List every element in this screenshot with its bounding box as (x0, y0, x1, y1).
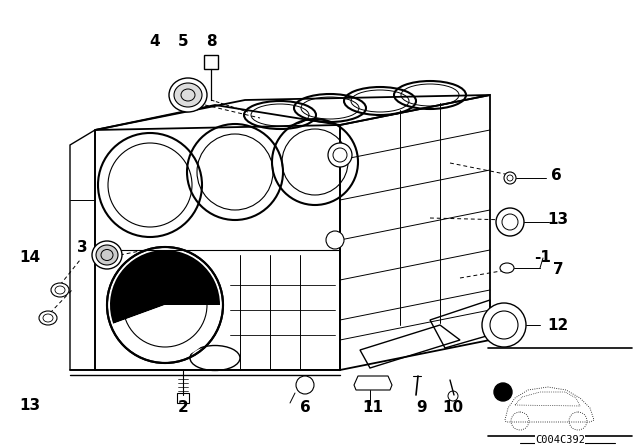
Wedge shape (110, 250, 220, 324)
Ellipse shape (500, 263, 514, 273)
Bar (204, 55, 218, 69)
Bar (177, 393, 189, 403)
Text: 2: 2 (178, 401, 188, 415)
Text: 3: 3 (77, 241, 87, 255)
Circle shape (448, 391, 458, 401)
Circle shape (504, 172, 516, 184)
Text: 5: 5 (178, 34, 188, 49)
Text: 6: 6 (300, 401, 310, 415)
Text: 8: 8 (205, 34, 216, 49)
Circle shape (494, 383, 512, 401)
Text: 14: 14 (19, 250, 40, 266)
Text: 12: 12 (547, 318, 568, 332)
Circle shape (482, 303, 526, 347)
Text: 7: 7 (553, 263, 563, 277)
Text: 10: 10 (442, 401, 463, 415)
Ellipse shape (39, 311, 57, 325)
Text: 13: 13 (547, 212, 568, 228)
Ellipse shape (96, 245, 118, 265)
Text: 4: 4 (150, 34, 160, 49)
Circle shape (296, 376, 314, 394)
Ellipse shape (51, 283, 69, 297)
Ellipse shape (174, 83, 202, 107)
Text: C004C392: C004C392 (535, 435, 585, 445)
Wedge shape (113, 305, 220, 360)
Ellipse shape (169, 78, 207, 112)
Text: 13: 13 (19, 397, 40, 413)
Circle shape (328, 143, 352, 167)
Text: 6: 6 (550, 168, 561, 182)
Ellipse shape (92, 241, 122, 269)
Circle shape (326, 231, 344, 249)
Text: 9: 9 (417, 401, 428, 415)
Text: 11: 11 (362, 401, 383, 415)
Text: -1: -1 (534, 250, 552, 266)
Circle shape (496, 208, 524, 236)
